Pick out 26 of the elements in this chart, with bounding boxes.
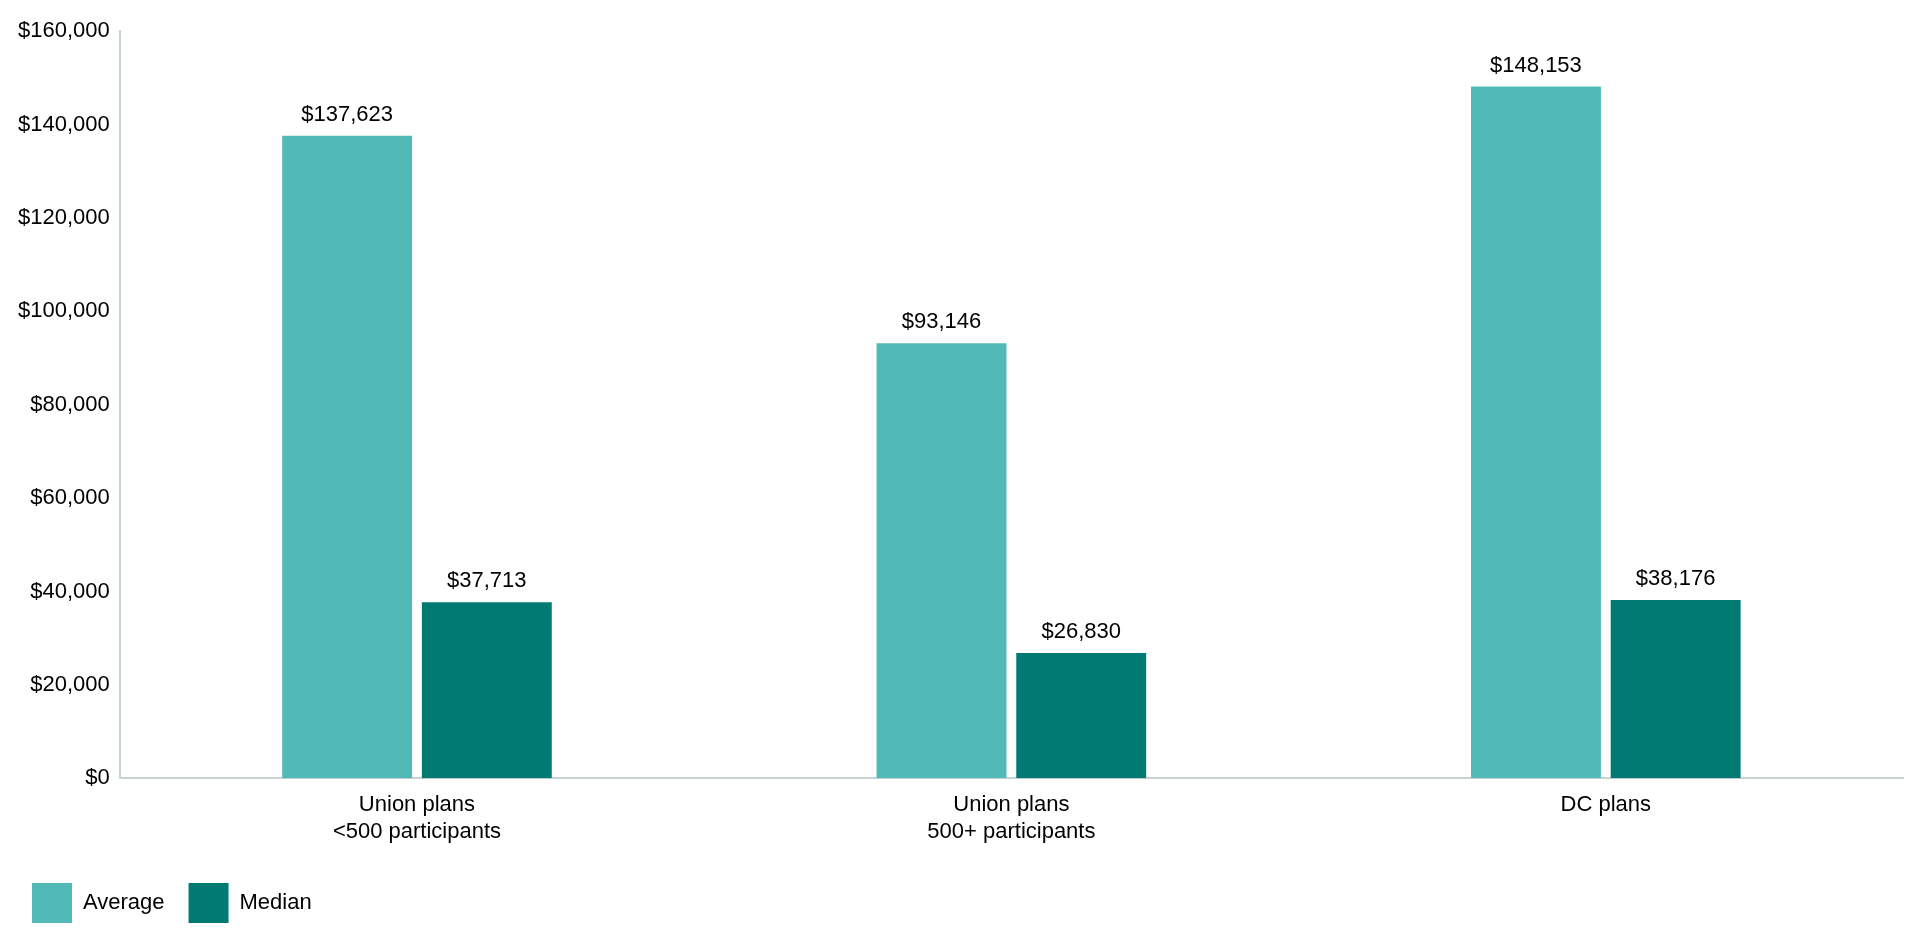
y-tick-label: $20,000 bbox=[30, 670, 110, 696]
y-tick-label: $140,000 bbox=[17, 110, 110, 136]
y-tick-label: $80,000 bbox=[30, 390, 110, 416]
data-label: $26,830 bbox=[1041, 618, 1121, 643]
data-label: $93,146 bbox=[901, 308, 982, 334]
y-tick-label: $60,000 bbox=[30, 484, 110, 510]
legend-label: Median bbox=[239, 889, 312, 915]
bar bbox=[1610, 599, 1741, 779]
bar bbox=[1471, 86, 1601, 779]
bar bbox=[1016, 652, 1147, 779]
x-tick-label: DC plans bbox=[1560, 791, 1652, 817]
data-label: $148,153 bbox=[1490, 51, 1582, 77]
data-label: $38,176 bbox=[1635, 565, 1716, 591]
y-tick-label: $40,000 bbox=[30, 577, 110, 603]
bar bbox=[876, 343, 1007, 779]
bar bbox=[282, 135, 413, 779]
y-tick-label: $160,000 bbox=[17, 17, 110, 43]
data-label: $37,713 bbox=[447, 567, 527, 593]
legend-label: Average bbox=[83, 889, 165, 915]
bar bbox=[421, 602, 552, 779]
y-tick-label: $100,000 bbox=[17, 297, 110, 323]
data-label: $137,623 bbox=[301, 100, 394, 126]
x-tick-label: Union plans 500+ participants bbox=[927, 791, 1096, 843]
y-tick-label: $120,000 bbox=[17, 204, 110, 230]
y-tick-label: $0 bbox=[85, 764, 110, 790]
x-tick-label: Union plans <500 participants bbox=[332, 791, 502, 843]
